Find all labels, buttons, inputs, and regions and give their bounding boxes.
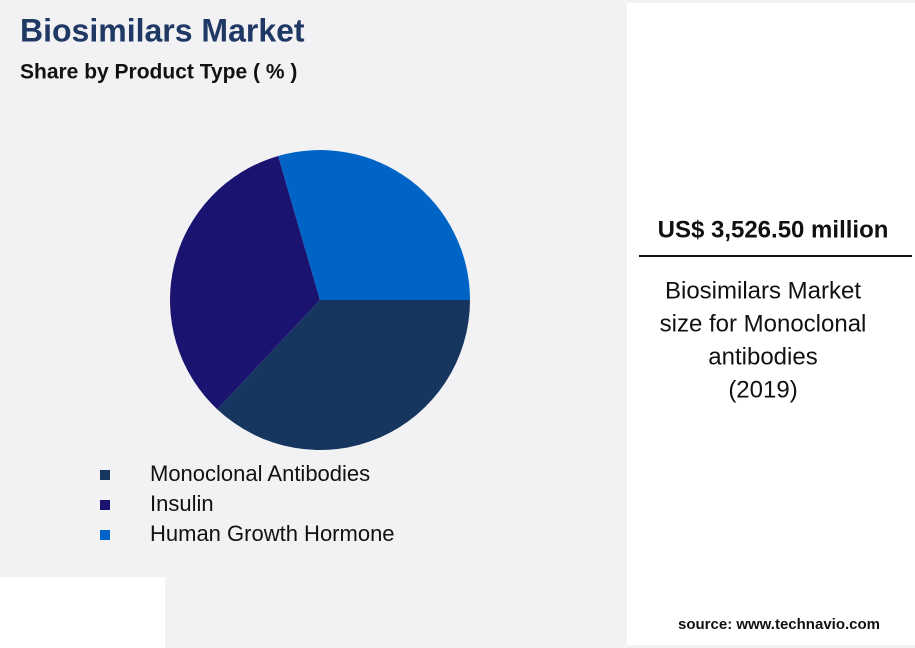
highlight-description: antibodies xyxy=(708,343,817,370)
legend-label: Human Growth Hormone xyxy=(150,521,395,546)
pie-slice xyxy=(278,150,470,300)
side-panel xyxy=(627,3,915,645)
highlight-description: (2019) xyxy=(728,376,797,403)
pie-slice xyxy=(217,300,471,450)
pie-slice xyxy=(169,155,320,410)
chart-title: Biosimilars Market xyxy=(20,12,305,48)
chart-subtitle: Share by Product Type ( % ) xyxy=(20,61,297,84)
legend-swatch xyxy=(100,500,110,510)
legend-swatch xyxy=(100,530,110,540)
panel xyxy=(0,577,165,648)
highlight-description: Biosimilars Market xyxy=(665,277,861,304)
legend-swatch xyxy=(100,470,110,480)
source: source: www.technavio.com xyxy=(678,616,880,633)
highlight-amount: US$ 3,526.50 million xyxy=(658,216,889,243)
legend-label: Monoclonal Antibodies xyxy=(150,461,370,486)
highlight-description: size for Monoclonal xyxy=(660,310,867,337)
legend-label: Insulin xyxy=(150,491,214,516)
